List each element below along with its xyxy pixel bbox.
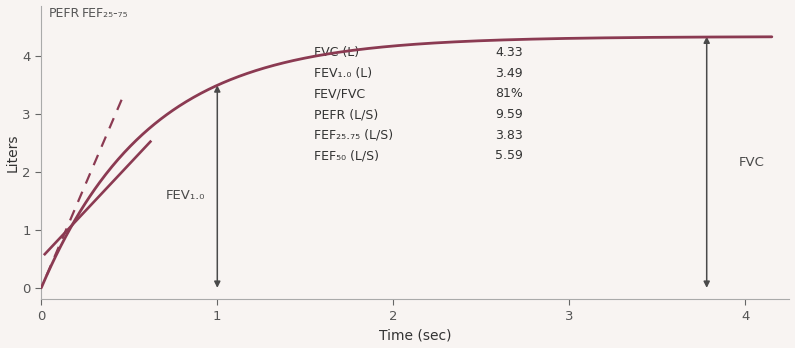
- Text: 3.83: 3.83: [495, 129, 523, 142]
- X-axis label: Time (sec): Time (sec): [379, 329, 452, 342]
- Text: PEFR (L/S): PEFR (L/S): [314, 108, 378, 121]
- Text: FEF₅₀ (L/S): FEF₅₀ (L/S): [314, 149, 379, 162]
- Text: FVC (L): FVC (L): [314, 46, 359, 59]
- Text: 5.59: 5.59: [495, 149, 523, 162]
- Text: FEV₁.₀: FEV₁.₀: [166, 189, 205, 202]
- Text: 9.59: 9.59: [495, 108, 523, 121]
- Text: PEFR: PEFR: [48, 7, 80, 20]
- Text: FEF₂₅-₇₅: FEF₂₅-₇₅: [81, 7, 128, 20]
- Text: 3.49: 3.49: [495, 67, 523, 80]
- Text: 4.33: 4.33: [495, 46, 523, 59]
- Text: FEF₂₅.₇₅ (L/S): FEF₂₅.₇₅ (L/S): [314, 129, 394, 142]
- Y-axis label: Liters: Liters: [6, 134, 20, 172]
- Text: FEV₁.₀ (L): FEV₁.₀ (L): [314, 67, 372, 80]
- Text: FEV/FVC: FEV/FVC: [314, 87, 366, 101]
- Text: FVC: FVC: [739, 156, 764, 169]
- Text: 81%: 81%: [495, 87, 523, 101]
